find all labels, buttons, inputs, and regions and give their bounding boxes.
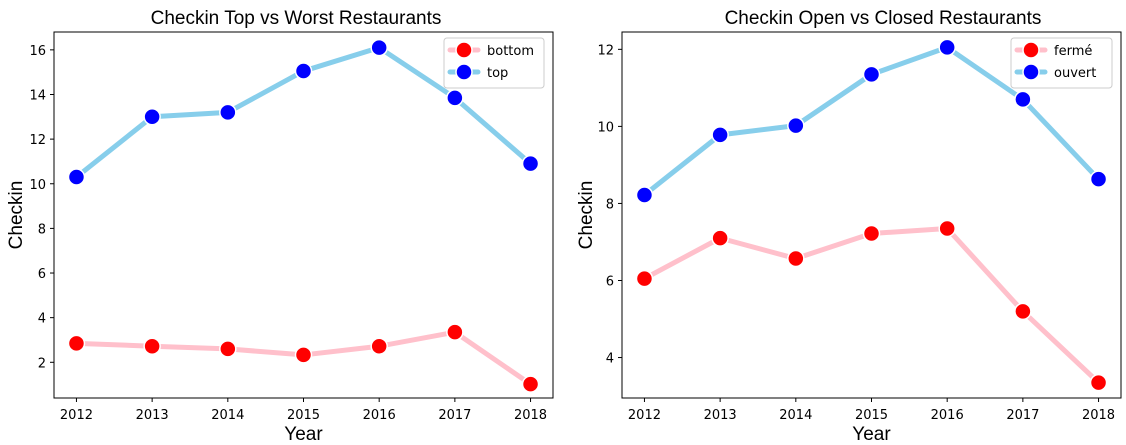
data-point-fermé	[862, 224, 881, 243]
y-tick-label: 6	[38, 267, 46, 282]
chart-title: Checkin Top vs Worst Restaurants	[151, 8, 442, 29]
y-tick-label: 4	[38, 312, 46, 327]
data-point-top	[67, 168, 86, 186]
x-axis-label: Year	[284, 424, 323, 445]
y-tick-label: 6	[606, 274, 614, 289]
y-tick-label: 12	[597, 43, 614, 58]
x-tick-label: 2018	[1082, 408, 1115, 423]
data-point-ouvert	[635, 186, 654, 204]
data-point-bottom	[370, 337, 388, 355]
data-point-bottom	[67, 334, 86, 353]
data-point-ouvert	[938, 38, 956, 57]
y-tick-label: 4	[606, 352, 614, 367]
y-tick-label: 2	[38, 356, 46, 371]
data-point-top	[143, 108, 161, 126]
data-point-ouvert	[862, 65, 881, 84]
x-tick-label: 2015	[855, 408, 888, 423]
x-tick-label: 2015	[287, 408, 320, 423]
chart-panel-1: Checkin Top vs Worst Restaurants 2012 2013…	[6, 8, 554, 445]
y-tick-label: 16	[29, 44, 46, 59]
data-point-fermé	[787, 249, 805, 268]
data-point-fermé	[938, 219, 956, 238]
x-tick-label: 2017	[1006, 408, 1039, 423]
y-axis-label: Checkin	[576, 181, 597, 250]
x-tick-label: 2014	[211, 408, 244, 423]
data-point-fermé	[1089, 373, 1108, 392]
data-point-top	[219, 103, 237, 122]
y-tick-label: 8	[38, 222, 46, 237]
x-tick-label: 2013	[704, 408, 737, 423]
data-point-fermé	[635, 269, 654, 288]
data-point-top	[446, 89, 464, 107]
legend-label: bottom	[487, 44, 534, 59]
legend-label: fermé	[1054, 44, 1092, 59]
data-point-bottom	[521, 375, 540, 393]
data-point-bottom	[219, 340, 237, 358]
legend-marker	[455, 63, 473, 81]
data-point-bottom	[294, 346, 313, 364]
y-tick-label: 12	[29, 133, 46, 148]
x-tick-label: 2014	[779, 408, 812, 423]
legend-marker	[1022, 63, 1040, 81]
legend: fermé ouvert	[1010, 37, 1113, 89]
x-axis-label: Year	[852, 424, 891, 445]
y-tick-label: 14	[29, 88, 46, 103]
legend: bottom top	[443, 37, 545, 89]
data-point-ouvert	[711, 126, 729, 144]
y-axis-label: Checkin	[6, 181, 27, 250]
x-tick-label: 2016	[363, 408, 396, 423]
y-tick-label: 8	[606, 197, 614, 212]
series-line-fermé	[641, 225, 1102, 386]
data-point-fermé	[711, 229, 729, 247]
x-tick-label: 2013	[136, 408, 169, 423]
chart-panel-2: Checkin Open vs Closed Restaurants 2012 20…	[576, 8, 1122, 445]
y-tick-label: 10	[597, 120, 614, 135]
legend-marker	[455, 41, 473, 59]
data-point-top	[370, 38, 388, 57]
data-point-ouvert	[787, 116, 805, 135]
x-tick-label: 2017	[438, 408, 471, 423]
legend-label: top	[487, 66, 508, 81]
x-tick-label: 2012	[628, 408, 661, 423]
data-point-fermé	[1014, 302, 1032, 321]
x-tick-label: 2016	[931, 408, 964, 423]
data-point-top	[294, 62, 313, 80]
x-tick-label: 2012	[60, 408, 93, 423]
data-point-ouvert	[1014, 90, 1032, 109]
chart-title: Checkin Open vs Closed Restaurants	[725, 8, 1042, 29]
data-point-bottom	[446, 323, 464, 341]
x-tick-label: 2018	[514, 408, 547, 423]
legend-marker	[1022, 41, 1040, 59]
y-tick-label: 10	[29, 178, 46, 193]
data-point-top	[521, 154, 540, 173]
data-point-ouvert	[1089, 170, 1108, 188]
data-point-bottom	[143, 337, 161, 355]
legend-label: ouvert	[1054, 66, 1096, 81]
